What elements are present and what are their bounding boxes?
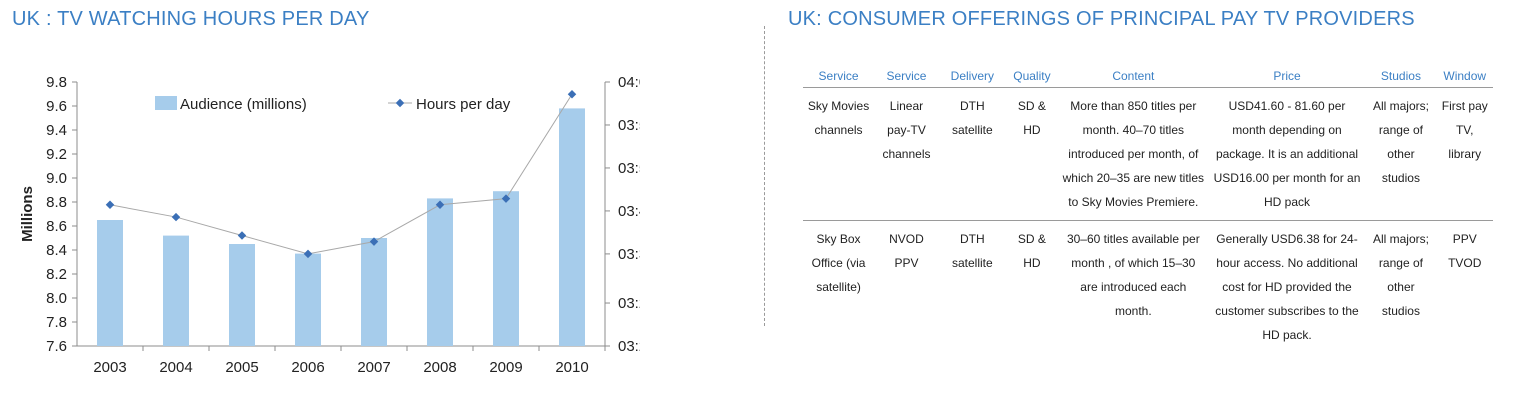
table-cell: PPV TVOD <box>1436 220 1493 353</box>
panel-divider <box>764 26 765 326</box>
table-cell: Sky Box Office (via satellite) <box>803 220 875 353</box>
hours-point <box>369 237 379 246</box>
table-cell: NVOD PPV <box>874 220 939 353</box>
chart-title: UK : TV WATCHING HOURS PER DAY <box>12 8 370 30</box>
y-tick-label: 8.2 <box>46 266 67 283</box>
bar <box>163 235 189 346</box>
offerings-table: Service Service Delivery Quality Content Pric… <box>803 66 1493 353</box>
x-tick-label: 2005 <box>225 359 258 376</box>
table-cell: 30–60 titles available per month , of wh… <box>1058 220 1209 353</box>
bar <box>361 238 387 346</box>
hours-line <box>109 94 573 255</box>
y-tick-label: 9.2 <box>46 146 67 163</box>
table-cell: USD41.60 - 81.60 per month depending on … <box>1213 99 1361 209</box>
column-header: Service <box>874 66 939 88</box>
table-title: UK: CONSUMER OFFERINGS OF PRINCIPAL PAY … <box>788 8 1415 30</box>
table-cell: SD & HD <box>1005 220 1059 353</box>
table-cell: All majors; range of other studios <box>1372 99 1429 185</box>
table-row: Sky Box Office (via satellite) NVOD PPV DT… <box>803 220 1493 353</box>
table-cell: All majors; range of other studios <box>1365 220 1437 353</box>
hours-point <box>567 90 577 99</box>
y-tick-label: 8.0 <box>46 290 67 307</box>
bar <box>559 108 585 347</box>
table-cell: First pay TV, library <box>1441 99 1488 161</box>
y2-tick-label: 03:36 <box>618 246 640 263</box>
bar <box>229 244 255 346</box>
y2-tick-label: 04:04 <box>618 74 640 91</box>
y2-tick-label: 03:57 <box>618 117 640 134</box>
y-tick-label: 9.6 <box>46 98 67 115</box>
column-header: Content <box>1058 66 1209 88</box>
x-tick-label: 2003 <box>93 359 126 376</box>
legend-label-hours: Hours per day <box>416 96 511 113</box>
hours-point <box>501 194 511 203</box>
table-cell: Linear pay-TV channels <box>882 99 931 161</box>
y-tick-label: 9.0 <box>46 170 67 187</box>
hours-point <box>303 249 313 259</box>
bar <box>427 198 453 346</box>
table-cell: DTH satellite <box>952 99 993 137</box>
column-header: Studios <box>1365 66 1437 88</box>
bar <box>493 191 519 346</box>
table-cell: Sky Movies channels <box>807 99 870 137</box>
y-tick-label: 7.6 <box>46 338 67 355</box>
x-tick-label: 2007 <box>357 359 390 376</box>
y-axis-label: Millions <box>19 186 36 242</box>
y2-tick-label: 03:43 <box>618 203 640 220</box>
hours-point <box>105 200 115 210</box>
y2-tick-label: 03:21 <box>618 338 640 355</box>
table-row: Sky Movies channels Linear pay-TV channel… <box>803 88 1493 221</box>
table-cell: DTH satellite <box>938 220 1006 353</box>
table-cell: More than 850 titles per month. 40–70 ti… <box>1062 99 1205 209</box>
column-header: Delivery <box>938 66 1006 88</box>
legend-swatch-audience <box>155 96 177 110</box>
x-tick-label: 2010 <box>555 359 588 376</box>
hours-point <box>435 200 445 210</box>
table-cell: Generally USD6.38 for 24-hour access. No… <box>1208 220 1366 353</box>
y2-tick-label: 03:28 <box>618 295 640 312</box>
x-tick-label: 2004 <box>159 359 192 376</box>
y-tick-label: 8.4 <box>46 242 67 259</box>
y-tick-label: 9.8 <box>46 74 67 91</box>
y-tick-label: 7.8 <box>46 314 67 331</box>
x-tick-label: 2006 <box>291 359 324 376</box>
table-cell: SD & HD <box>1017 99 1046 137</box>
hours-point <box>237 231 247 240</box>
bar <box>97 220 123 346</box>
y-tick-label: 9.4 <box>46 122 67 139</box>
offerings-table-container: Service Service Delivery Quality Content Pric… <box>803 66 1493 353</box>
hours-point <box>171 212 181 222</box>
x-tick-label: 2009 <box>489 359 522 376</box>
y-tick-label: 8.8 <box>46 194 67 211</box>
column-header: Quality <box>1005 66 1059 88</box>
y-tick-label: 8.6 <box>46 218 67 235</box>
column-header: Price <box>1208 66 1366 88</box>
bar <box>295 253 321 346</box>
legend-label-audience: Audience (millions) <box>180 96 307 113</box>
tv-hours-chart: 7.6 7.8 8.0 8.2 8.4 8.6 8.8 9.0 9.2 9.4 9.6 9.8 03:2… <box>19 74 640 376</box>
x-tick-label: 2008 <box>423 359 456 376</box>
table-header-row: Service Service Delivery Quality Content Pric… <box>803 66 1493 88</box>
column-header: Window <box>1436 66 1493 88</box>
legend-swatch-hours-marker <box>395 98 405 108</box>
column-header: Service <box>803 66 875 88</box>
y2-tick-label: 03:50 <box>618 160 640 177</box>
